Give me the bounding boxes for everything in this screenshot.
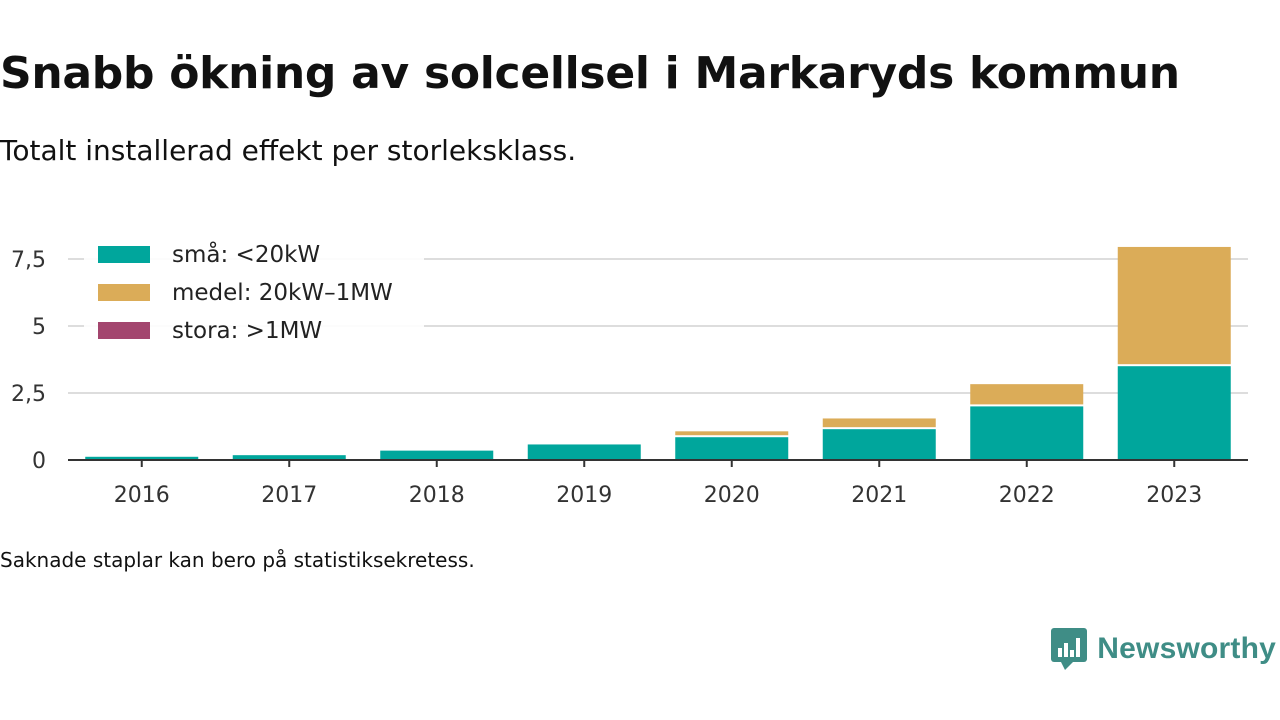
x-tick-label: 2020: [704, 483, 760, 508]
brand-logo: Newsworthy: [1051, 628, 1276, 670]
x-tick-label: 2017: [261, 483, 317, 508]
bar-segment-2021-0: [822, 429, 936, 460]
legend-swatch-2: [98, 322, 150, 339]
bars: [85, 246, 1231, 460]
legend-label-2: stora: >1MW: [172, 318, 322, 344]
bar-segment-2022-0: [970, 406, 1084, 460]
newsworthy-logo-icon: [1051, 628, 1088, 670]
footnote: Saknade staplar kan bero på statistiksek…: [0, 548, 475, 572]
x-tick-label: 2021: [851, 483, 907, 508]
bar-segment-2016-0: [85, 456, 199, 460]
y-tick-label: 7,5: [11, 248, 46, 273]
stacked-bar-chart: 0 2,5 5 7,5 2016 2017 2018 2019 2020 2021 2022 202…: [11, 236, 1248, 508]
x-tick-label: 2016: [114, 483, 170, 508]
bar-segment-2023-1: [1117, 246, 1231, 365]
bar-segment-2022-1: [970, 384, 1084, 405]
y-axis-ticks: 0 2,5 5 7,5: [11, 248, 46, 474]
legend-swatch-0: [98, 246, 150, 263]
legend-label-0: små: <20kW: [172, 240, 320, 268]
bar-segment-2018-0: [380, 450, 494, 460]
x-tick-label: 2023: [1146, 483, 1202, 508]
x-axis-ticks: 2016 2017 2018 2019 2020 2021 2022 2023: [114, 460, 1202, 508]
bar-segment-2020-0: [675, 437, 789, 460]
bar-segment-2021-1: [822, 418, 936, 428]
brand-name: Newsworthy: [1097, 632, 1276, 665]
legend: små: <20kW medel: 20kW–1MW stora: >1MW: [84, 236, 424, 358]
legend-label-1: medel: 20kW–1MW: [172, 280, 393, 306]
bar-segment-2023-0: [1117, 366, 1231, 460]
x-tick-label: 2018: [409, 483, 465, 508]
chart-title: Snabb ökning av solcellsel i Markaryds k…: [0, 48, 1180, 99]
bar-segment-2019-0: [527, 444, 641, 460]
bar-segment-2020-1: [675, 431, 789, 436]
x-tick-label: 2022: [999, 483, 1055, 508]
y-tick-label: 2,5: [11, 382, 46, 407]
y-tick-label: 0: [32, 449, 46, 474]
legend-swatch-1: [98, 284, 150, 301]
x-tick-label: 2019: [556, 483, 612, 508]
chart-subtitle: Totalt installerad effekt per storlekskl…: [0, 134, 577, 167]
bar-segment-2017-0: [232, 455, 346, 460]
y-tick-label: 5: [32, 315, 46, 340]
